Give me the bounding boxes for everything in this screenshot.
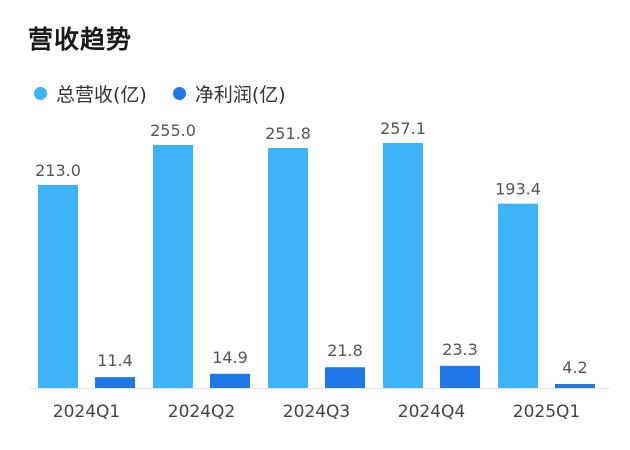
- data-label-net-profit-2024Q2: 14.9: [212, 348, 248, 367]
- chart-legend: 总营收(亿) 净利润(亿): [34, 80, 312, 107]
- x-tick-label-2024Q4: 2024Q4: [398, 402, 465, 422]
- x-tick-label-2024Q2: 2024Q2: [168, 402, 235, 422]
- data-label-revenue-2024Q3: 251.8: [265, 124, 311, 143]
- bar-net-profit-2024Q4[interactable]: [440, 365, 480, 388]
- legend-item-net-profit[interactable]: 净利润(亿): [172, 80, 286, 107]
- data-label-net-profit-2025Q1: 4.2: [562, 358, 587, 377]
- bar-net-profit-2024Q1[interactable]: [95, 377, 135, 388]
- legend-dot-revenue-icon: [34, 87, 47, 100]
- data-label-net-profit-2024Q1: 11.4: [97, 351, 133, 370]
- bar-revenue-2025Q1[interactable]: [498, 203, 538, 388]
- bar-net-profit-2024Q2[interactable]: [210, 373, 250, 388]
- x-tick-label-2024Q3: 2024Q3: [283, 402, 350, 422]
- data-label-net-profit-2024Q3: 21.8: [327, 341, 363, 360]
- data-label-revenue-2024Q1: 213.0: [35, 161, 81, 180]
- chart-title: 营收趋势: [28, 25, 133, 54]
- bar-revenue-2024Q4[interactable]: [383, 143, 423, 388]
- bar-net-profit-2025Q1[interactable]: [555, 383, 595, 388]
- bar-revenue-2024Q1[interactable]: [38, 185, 78, 388]
- legend-label-revenue: 总营收(亿): [56, 84, 147, 106]
- legend-label-net-profit: 净利润(亿): [194, 84, 286, 106]
- legend-dot-net-profit-icon: [172, 87, 186, 100]
- bar-net-profit-2024Q3[interactable]: [325, 367, 365, 388]
- legend-item-revenue[interactable]: 总营收(亿): [34, 80, 147, 107]
- bar-revenue-2024Q3[interactable]: [268, 148, 308, 388]
- data-label-revenue-2025Q1: 193.4: [495, 180, 541, 199]
- x-tick-label-2025Q1: 2025Q1: [513, 402, 580, 422]
- data-label-revenue-2024Q4: 257.1: [380, 119, 426, 138]
- x-tick-label-2024Q1: 2024Q1: [53, 402, 120, 422]
- data-label-revenue-2024Q2: 255.0: [150, 121, 196, 140]
- bar-revenue-2024Q2[interactable]: [153, 145, 193, 388]
- data-label-net-profit-2024Q4: 23.3: [442, 340, 478, 359]
